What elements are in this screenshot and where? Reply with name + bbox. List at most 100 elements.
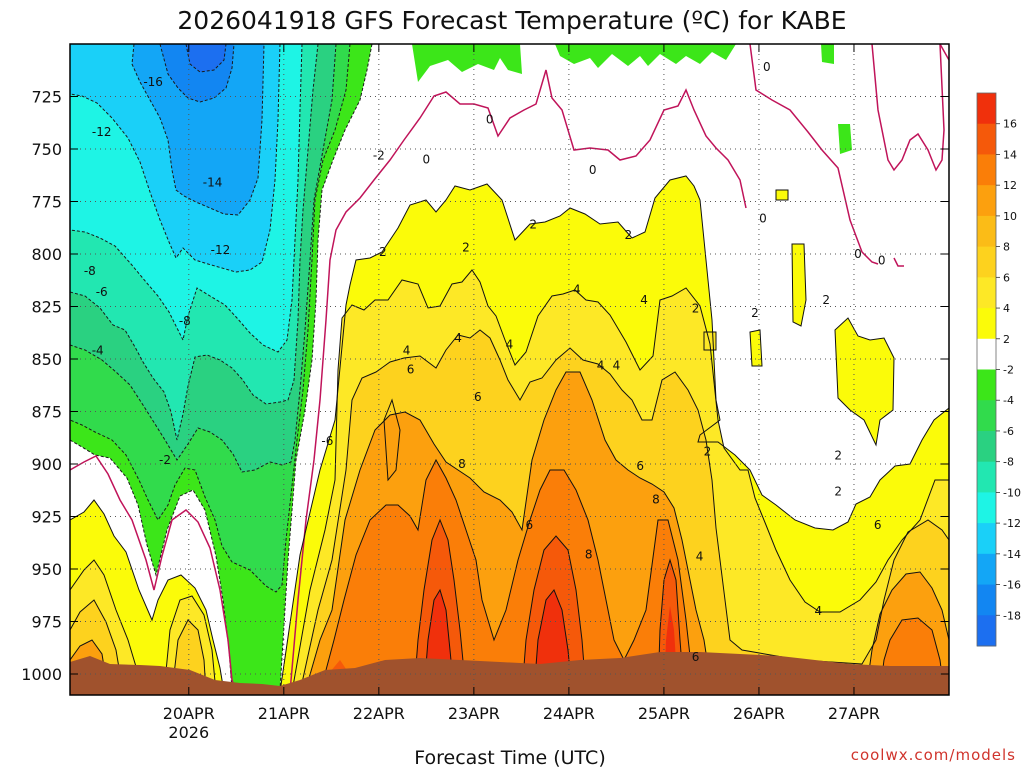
contour-label: 6	[636, 459, 644, 473]
contour-label: -4	[92, 344, 104, 358]
contour-label: 8	[585, 547, 593, 561]
y-tick-label: 950	[31, 560, 62, 579]
colorbar-label: -10	[1003, 486, 1021, 499]
negative-contours	[70, 44, 373, 691]
band-plus2-patch-d	[776, 190, 788, 200]
contour-label: 2	[751, 306, 759, 320]
contour-label: 0	[589, 163, 597, 177]
freezing-line	[70, 44, 949, 693]
contour-label: 4	[696, 549, 704, 563]
x-axis-label: Forecast Time (UTC)	[414, 747, 605, 768]
contour-label: 6	[874, 518, 882, 532]
contour-label: 8	[458, 457, 466, 471]
y-tick-label: 1000	[21, 665, 62, 684]
colorbar-swatch	[977, 308, 996, 340]
colorbar-label: -6	[1003, 425, 1014, 438]
y-tick-label: 800	[31, 245, 62, 264]
colorbar-swatch	[977, 246, 996, 278]
colorbar-label: -2	[1003, 364, 1014, 377]
contour-label: -2	[159, 453, 171, 467]
contour-label: 4	[613, 358, 621, 372]
y-tick-label: 875	[31, 403, 62, 422]
colorbar-label: 16	[1003, 118, 1017, 131]
contour-label: 0	[486, 113, 494, 127]
source-credit: coolwx.com/models	[851, 746, 1016, 764]
contour-label: 6	[474, 390, 482, 404]
contour-label: 6	[692, 650, 700, 664]
colorbar-swatch	[977, 492, 996, 524]
contour-label: -12	[211, 243, 231, 257]
colorbar-swatch	[977, 615, 996, 647]
colorbar-swatch	[977, 523, 996, 555]
contour-label: -6	[321, 434, 333, 448]
plot-frame	[69, 43, 950, 696]
contour-label: -16	[143, 75, 163, 89]
colorbar-label: 12	[1003, 179, 1017, 192]
contour-label: -2	[373, 148, 385, 162]
contour-label: 2	[462, 241, 470, 255]
colorbar-swatch	[977, 185, 996, 217]
y-tick-label: 975	[31, 613, 62, 632]
contour-label: 4	[506, 337, 514, 351]
band-minus2-patch-b	[838, 124, 852, 154]
contour-label: 4	[597, 358, 605, 372]
colorbar-label: -16	[1003, 579, 1021, 592]
positive-contours	[70, 175, 949, 693]
colorbar-label: 6	[1003, 271, 1010, 284]
colorbar-swatch	[977, 430, 996, 463]
contour-label: 4	[403, 344, 411, 358]
y-tick-label: 825	[31, 298, 62, 317]
colorbar-label: 14	[1003, 148, 1017, 161]
contour-label: 0	[423, 153, 431, 167]
y-tick-label: 725	[31, 88, 62, 107]
x-tick-label: 23APR	[448, 704, 500, 723]
band-minus2-upper-b	[555, 44, 736, 68]
chart-title: 2026041918 GFS Forecast Temperature (ºC)…	[177, 6, 846, 35]
y-tick-label: 925	[31, 508, 62, 527]
colorbar-label: -18	[1003, 609, 1021, 622]
colorbar-label: -8	[1003, 456, 1014, 469]
colorbar-swatch	[977, 154, 996, 186]
band-minus2-upper	[412, 44, 522, 82]
colorbar-swatch	[977, 277, 996, 309]
band-minus14	[132, 44, 264, 215]
colorbar-swatch	[977, 369, 996, 401]
colorbar-swatch	[977, 338, 996, 370]
x-tick-label: 24APR	[543, 704, 595, 723]
y-tick-label: 900	[31, 455, 62, 474]
contour-label: -6	[96, 285, 108, 299]
gridlines	[70, 44, 949, 695]
colorbar-label: 8	[1003, 241, 1010, 254]
colorbar-swatch	[977, 93, 996, 125]
y-tick-label: 750	[31, 140, 62, 159]
contour-label: 2	[834, 484, 842, 498]
colorbar-swatch	[977, 400, 996, 432]
contour-label: 2	[704, 444, 712, 458]
contour-label: 0	[763, 60, 771, 74]
contour-label: 4	[640, 293, 648, 307]
contour-label: 2	[624, 228, 632, 242]
contour-label: 4	[454, 331, 462, 345]
band-minus18	[186, 44, 226, 72]
y-tick-label: 850	[31, 350, 62, 369]
colorbar-swatch	[977, 123, 996, 155]
colorbar: 16 14 12 10 8 6 4 2 -2 -4 -6 -8 -10 -12 -14 -16 -18	[976, 92, 1021, 647]
colorbar-label: 10	[1003, 210, 1017, 223]
contour-label: 0	[878, 253, 886, 267]
contour-label: 2	[529, 218, 537, 232]
colorbar-label: -4	[1003, 394, 1014, 407]
x-tick-sublabel: 2026	[168, 723, 209, 742]
contour-label: 2	[834, 449, 842, 463]
contour-label: 6	[407, 363, 415, 377]
colorbar-label: -14	[1003, 548, 1021, 561]
contour-label: 4	[573, 283, 581, 297]
colorbar-label: 4	[1003, 302, 1010, 315]
contour-label: 2	[692, 302, 700, 316]
band-plus2-patch-a	[792, 244, 806, 326]
contour-label: 4	[815, 604, 823, 618]
